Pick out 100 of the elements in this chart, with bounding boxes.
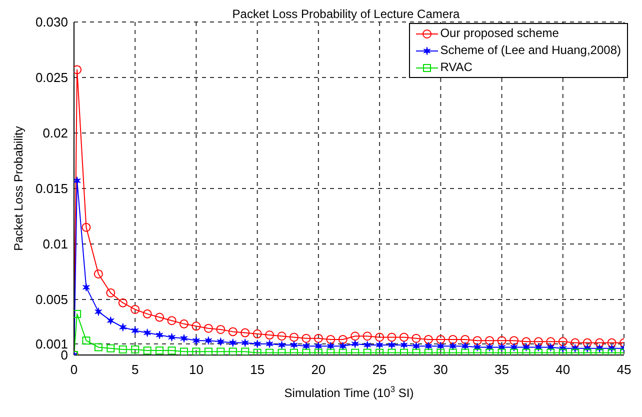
- point: [607, 338, 616, 348]
- point: [424, 342, 432, 350]
- point: [424, 334, 433, 344]
- y-tick-label: 0.030: [35, 14, 68, 30]
- point: [254, 340, 262, 348]
- point: [376, 348, 384, 355]
- point: [498, 342, 506, 352]
- point: [364, 340, 372, 350]
- x-tick-label: 40: [556, 362, 570, 378]
- chart-title: Packet Loss Probability of Lecture Camera: [232, 7, 460, 21]
- point: [74, 176, 81, 185]
- point: [400, 332, 408, 342]
- point: [94, 343, 102, 352]
- point: [142, 309, 152, 318]
- point: [155, 312, 164, 322]
- point: [546, 348, 555, 355]
- point: [82, 336, 90, 345]
- point: [461, 348, 470, 355]
- point: [534, 342, 542, 352]
- point: [474, 342, 482, 352]
- point: [412, 334, 421, 343]
- point: [216, 348, 225, 355]
- point: [595, 338, 604, 348]
- point: [400, 340, 408, 350]
- point: [156, 346, 164, 355]
- point: [118, 298, 128, 308]
- point: [498, 348, 506, 355]
- y-tick-label: 0.005: [35, 292, 68, 308]
- point: [485, 336, 494, 346]
- point: [82, 222, 91, 232]
- y-tick-label: 0.01: [42, 236, 68, 252]
- point: [131, 345, 140, 354]
- point: [596, 348, 604, 355]
- point: [314, 342, 322, 350]
- point: [253, 348, 262, 355]
- point: [106, 316, 114, 325]
- point: [168, 332, 176, 342]
- point: [314, 334, 323, 343]
- point: [180, 319, 188, 328]
- y-tick-label: 0.015: [35, 181, 68, 196]
- x-axis-title: Simulation Time (10$^{3}$ SI): [284, 384, 414, 400]
- point: [338, 348, 347, 355]
- point: [74, 65, 82, 74]
- point: [252, 329, 262, 338]
- y-tick-label: 0: [60, 348, 68, 363]
- point: [74, 310, 82, 318]
- point: [241, 338, 249, 348]
- point: [290, 348, 298, 355]
- point: [241, 348, 250, 355]
- point: [351, 348, 360, 355]
- point: [277, 332, 286, 341]
- point: [302, 348, 310, 355]
- point: [266, 340, 274, 348]
- point: [326, 342, 334, 350]
- point: [448, 334, 458, 344]
- point: [424, 348, 432, 355]
- point: [400, 348, 408, 355]
- point: [228, 327, 238, 336]
- y-axis-title: Packet Loss Probability: [11, 126, 26, 251]
- point: [448, 348, 457, 355]
- point: [143, 346, 152, 355]
- point: [192, 322, 201, 331]
- x-tick-label: 30: [433, 362, 448, 378]
- x-tick-label: 0: [70, 362, 78, 378]
- point: [546, 337, 556, 346]
- point: [510, 348, 518, 355]
- point: [510, 336, 518, 346]
- point: [558, 337, 568, 346]
- y-tick-label: 0.025: [35, 70, 68, 86]
- point: [167, 316, 176, 326]
- point: [82, 283, 90, 292]
- point: [387, 332, 396, 342]
- point: [106, 344, 115, 352]
- point: [278, 348, 286, 355]
- point: [546, 342, 554, 352]
- point: [570, 338, 580, 348]
- point: [436, 348, 445, 355]
- x-tick-label: 15: [250, 362, 265, 378]
- x-tick-label: 25: [372, 362, 387, 378]
- point: [436, 334, 446, 344]
- point: [156, 330, 164, 340]
- point: [486, 342, 494, 352]
- point: [362, 332, 372, 341]
- point: [363, 348, 372, 355]
- point: [192, 348, 200, 355]
- legend-label: RVAC: [440, 59, 472, 76]
- point: [412, 342, 420, 350]
- point: [449, 342, 457, 350]
- point: [339, 342, 347, 350]
- point: [204, 348, 212, 355]
- point: [204, 336, 212, 345]
- point: [436, 342, 444, 350]
- point: [130, 304, 140, 314]
- point: [582, 338, 592, 348]
- point: [510, 342, 518, 352]
- point: [131, 326, 139, 335]
- x-tick-label: 35: [494, 362, 510, 378]
- point: [571, 348, 580, 355]
- point: [338, 334, 348, 344]
- point: [265, 330, 274, 340]
